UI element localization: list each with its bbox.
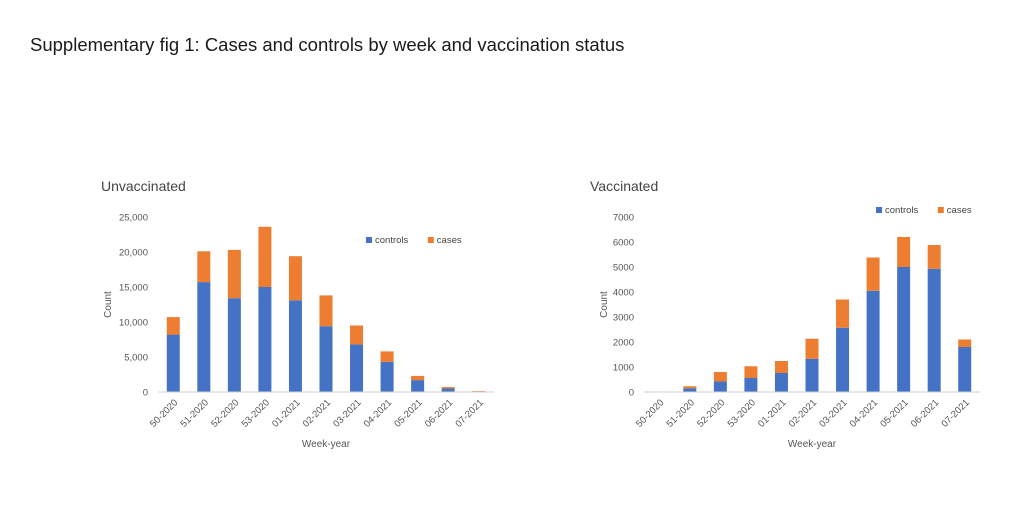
x-axis-label: Week-year	[788, 439, 837, 450]
bar-cases	[350, 325, 364, 345]
vaccinated-chart: Vaccinated 0 1000 2000 3000 4000 5000 6000 7000 C…	[590, 178, 980, 450]
bar-controls	[927, 268, 941, 392]
legend-label: cases	[947, 205, 972, 216]
y-tick-label: 10,000	[119, 318, 148, 329]
legend-swatch-controls	[876, 207, 882, 213]
y-tick-label: 20,000	[119, 248, 148, 259]
bar-controls	[350, 344, 364, 392]
x-tick-label: 07-2021	[939, 397, 971, 429]
bar-cases	[380, 351, 394, 362]
y-tick-label: 6000	[613, 238, 634, 249]
y-tick-label: 4000	[613, 288, 634, 299]
bar-controls	[380, 361, 394, 392]
legend-swatch-controls	[366, 237, 372, 243]
y-tick-label: 0	[629, 388, 634, 399]
bar-controls	[166, 334, 180, 392]
legend-swatch-cases	[937, 207, 944, 213]
y-tick-label: 5,000	[124, 353, 148, 364]
x-tick-label: 04-2021	[848, 397, 880, 429]
x-tick-label: 05-2021	[878, 397, 910, 429]
x-tick-label: 53-2020	[240, 397, 272, 429]
bar-cases	[744, 366, 758, 378]
bar-cases	[713, 372, 727, 382]
bar-controls	[683, 388, 697, 392]
x-tick-label: 51-2020	[179, 397, 211, 429]
y-tick-label: 2000	[613, 338, 634, 349]
bar-cases	[166, 317, 180, 335]
bar-cases	[958, 339, 972, 347]
bar-controls	[958, 347, 972, 392]
bar-cases	[411, 375, 425, 381]
bar-cases	[897, 237, 911, 267]
x-tick-label: 50-2020	[634, 397, 666, 429]
x-tick-label: 03-2021	[331, 397, 363, 429]
x-tick-label: 05-2021	[392, 397, 424, 429]
x-tick-label: 03-2021	[817, 397, 849, 429]
bar-controls	[836, 327, 850, 392]
x-tick-label: 02-2021	[301, 397, 333, 429]
legend-label: cases	[437, 235, 462, 246]
chart-title: Vaccinated	[590, 178, 658, 194]
bar-controls	[713, 381, 727, 392]
unvaccinated-chart: Unvaccinated 0 5,000 10,000 15,000 20,000 25,0…	[101, 178, 494, 450]
bar-cases	[258, 226, 272, 287]
bar-controls	[897, 267, 911, 392]
bar-cases	[683, 386, 697, 389]
y-axis-label: Count	[103, 291, 114, 318]
bar-cases	[927, 245, 941, 269]
bar-controls	[197, 282, 211, 392]
bar-controls	[441, 388, 455, 392]
bar-controls	[411, 380, 425, 392]
bar-cases	[288, 256, 302, 301]
x-tick-label: 07-2021	[453, 397, 485, 429]
x-tick-label: 02-2021	[787, 397, 819, 429]
y-tick-label: 7000	[613, 213, 634, 224]
bar-controls	[866, 290, 880, 392]
x-tick-label: 06-2021	[423, 397, 455, 429]
bar-controls	[805, 358, 819, 392]
x-tick-label: 01-2021	[270, 397, 302, 429]
bar-controls	[774, 373, 788, 392]
x-tick-label: 06-2021	[909, 397, 941, 429]
x-tick-label: 51-2020	[665, 397, 697, 429]
bar-cases	[441, 387, 455, 389]
y-tick-label: 0	[143, 388, 148, 399]
x-tick-label: 52-2020	[209, 397, 241, 429]
bar-cases	[319, 295, 333, 327]
legend-label: controls	[885, 205, 919, 216]
x-axis-label: Week-year	[302, 439, 351, 450]
bar-cases	[197, 251, 211, 283]
x-tick-label: 50-2020	[148, 397, 180, 429]
y-axis-label: Count	[599, 291, 610, 318]
bar-cases	[866, 257, 880, 291]
x-tick-label: 53-2020	[726, 397, 758, 429]
x-tick-label: 52-2020	[695, 397, 727, 429]
bar-controls	[227, 298, 241, 392]
y-tick-label: 5000	[613, 263, 634, 274]
y-tick-label: 15,000	[119, 283, 148, 294]
bar-cases	[227, 249, 241, 299]
legend-label: controls	[375, 235, 409, 246]
legend-swatch-cases	[427, 237, 434, 243]
bar-controls	[288, 300, 302, 392]
bar-controls	[319, 326, 333, 392]
chart-title: Unvaccinated	[101, 178, 186, 194]
y-tick-label: 3000	[613, 313, 634, 324]
bar-cases	[805, 338, 819, 359]
bar-cases	[774, 361, 788, 373]
bar-cases	[836, 299, 850, 328]
bar-controls	[258, 287, 272, 392]
x-tick-label: 04-2021	[362, 397, 394, 429]
y-tick-label: 1000	[613, 363, 634, 374]
bar-controls	[744, 378, 758, 392]
page-title: Supplementary fig 1: Cases and controls …	[30, 34, 625, 55]
y-tick-label: 25,000	[119, 213, 148, 224]
x-tick-label: 01-2021	[756, 397, 788, 429]
